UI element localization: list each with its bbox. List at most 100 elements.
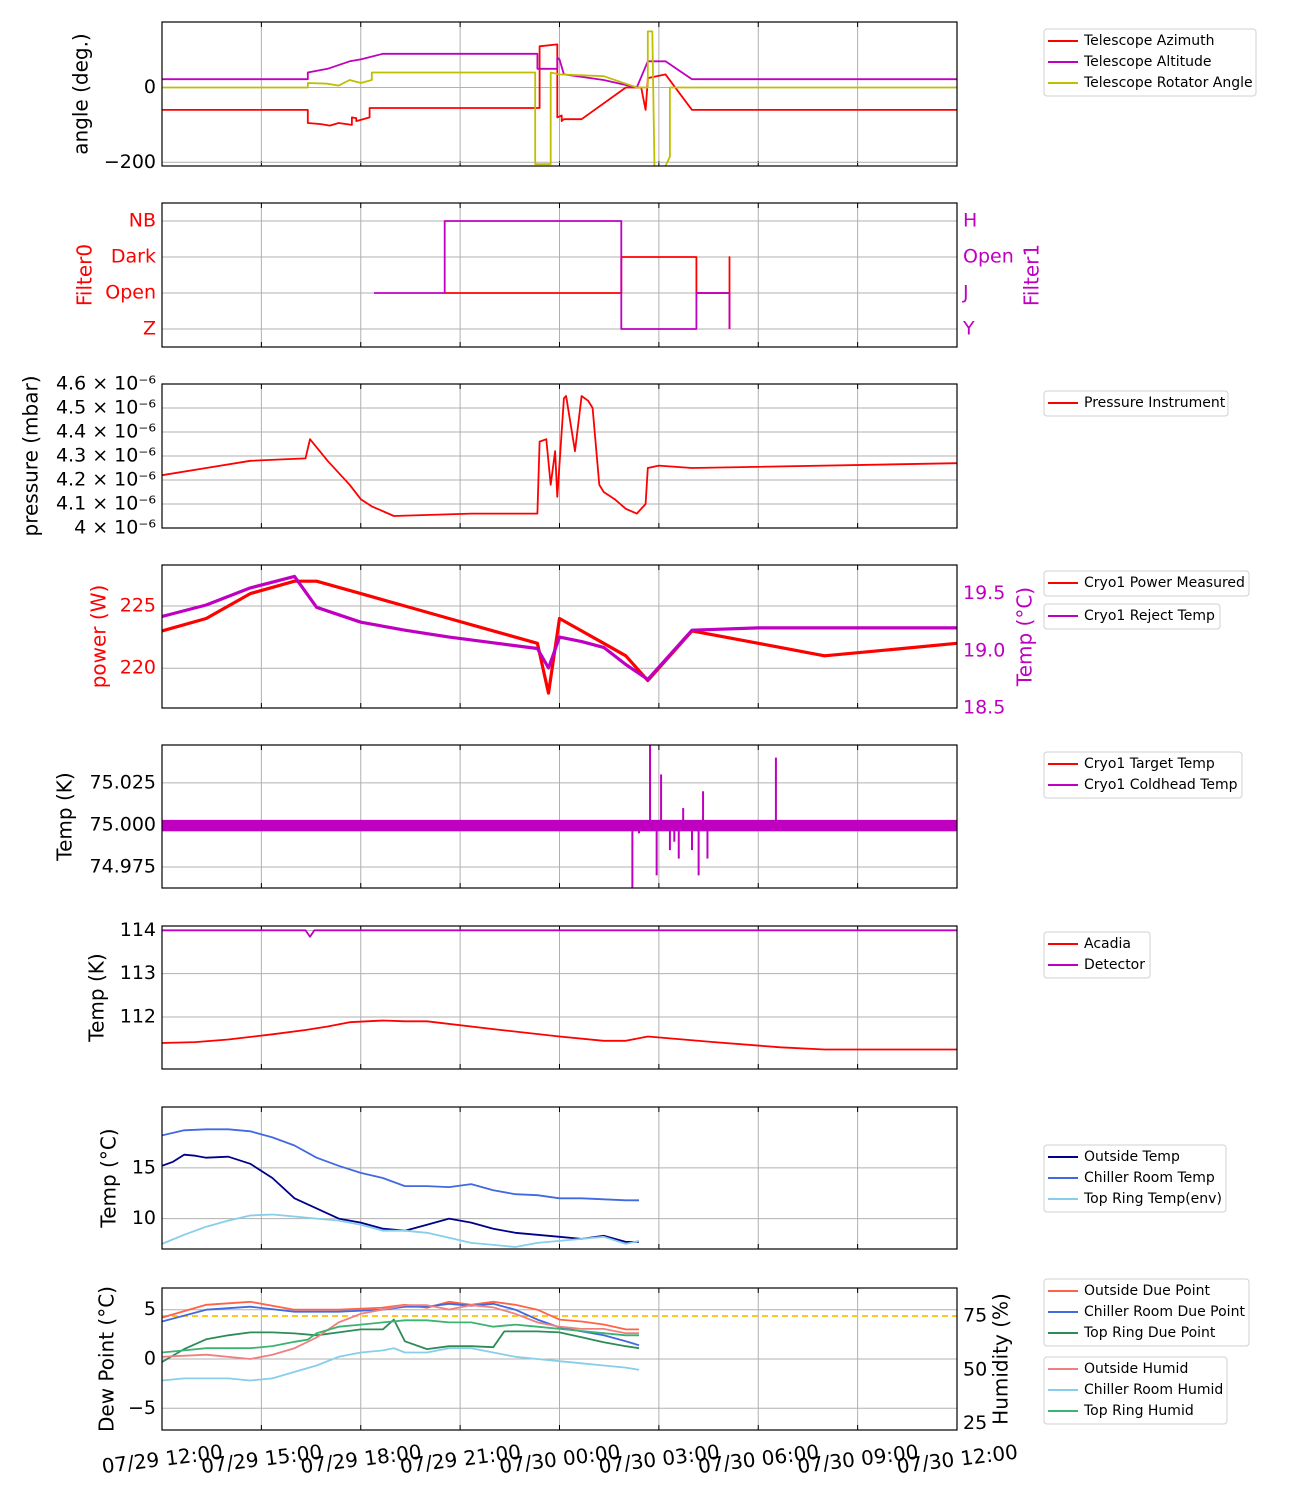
legend: Outside Due Point Chiller Room Due Point T… [1043,1278,1250,1347]
y-axis-label: Temp (°C) [97,1128,121,1228]
series-line [162,1300,639,1331]
panel-p6: 112 113 114 Temp (K) Acadia Detector [85,919,1151,1070]
y-tick-label: 15 [132,1156,156,1178]
legend-frame [1043,1356,1228,1425]
y-tick-label: 4.5 × 10⁻⁶ [56,397,156,419]
plot-area [374,220,731,330]
y-tick-label: 4.1 × 10⁻⁶ [56,493,156,515]
y-tick-label: Z [143,318,156,340]
y-tick-label: 0 [144,76,156,98]
axes-frame [161,383,958,529]
series-line [162,1347,640,1382]
legend-label: Telescope Rotator Angle [1083,75,1253,91]
legend-label: Cryo1 Reject Temp [1084,608,1215,624]
y2-axis-label: Filter1 [1020,244,1044,306]
y-tick-label: Open [105,282,156,304]
axes-frame [161,202,958,348]
legend-label: Detector [1084,957,1145,973]
legend-frame [1043,751,1243,799]
y-axis-label: angle (deg.) [69,33,93,155]
legend-label: Chiller Room Due Point [1084,1304,1245,1320]
axes-frame [161,21,958,167]
legend-label: Telescope Azimuth [1083,33,1214,49]
legend-label: Cryo1 Power Measured [1084,575,1245,591]
series-line [162,1128,639,1202]
legend-label: Outside Due Point [1084,1283,1211,1299]
series-line [162,1319,639,1354]
y2-tick-label: J [962,282,969,304]
y2-tick-label: 19.5 [963,582,1005,604]
y-tick-label: 75.000 [90,813,156,835]
series-line [162,43,957,127]
plot-area [162,1128,640,1248]
y-tick-label: 112 [120,1006,156,1028]
y-tick-label: NB [129,210,156,232]
y-tick-label: 4.6 × 10⁻⁶ [56,373,156,395]
y-tick-label: 75.025 [90,771,156,793]
y-tick-label: 4.4 × 10⁻⁶ [56,421,156,443]
series-line [162,1213,640,1248]
y-tick-label: −5 [128,1397,156,1419]
y-tick-label: 10 [132,1207,156,1229]
legend-label: Outside Temp [1084,1149,1180,1165]
legend: Cryo1 Power Measured [1043,570,1250,597]
y2-tick-label: 25 [963,1412,987,1434]
legend-label: Top Ring Humid [1083,1403,1194,1419]
legend-frame [1043,1144,1227,1213]
y2-tick-label: Open [963,246,1014,268]
y-tick-label: 4 × 10⁻⁶ [74,517,156,539]
plot-area [162,745,957,888]
legend-frame [1043,1278,1250,1347]
legend: Outside Temp Chiller Room Temp Top Ring Te… [1043,1144,1227,1213]
y-tick-label: 225 [120,595,156,617]
y-tick-label: Dark [111,246,156,268]
y-tick-label: 4.3 × 10⁻⁶ [56,445,156,467]
y2-tick-label: 18.5 [963,697,1005,719]
panel-p3: 4.6 × 10⁻⁶4.5 × 10⁻⁶4.4 × 10⁻⁶4.3 × 10⁻⁶… [19,373,1229,539]
legend: Outside Humid Chiller Room Humid Top Ring … [1043,1356,1228,1425]
y-tick-label: 4.2 × 10⁻⁶ [56,469,156,491]
legend: Pressure Instrument [1043,390,1229,417]
y2-tick-label: 50 [963,1358,987,1380]
y-axis-label: pressure (mbar) [19,375,43,536]
legend: Acadia Detector [1043,931,1151,979]
series-line [162,1318,640,1363]
legend-label: Top Ring Due Point [1083,1325,1216,1341]
plot-area [162,929,957,1051]
y-axis-label: Filter0 [73,244,97,306]
series-line [162,395,957,517]
y-axis-label: Temp (K) [53,772,77,861]
panel-p7: 10 15 Temp (°C) Outside Temp Chiller Room Te… [97,1106,1227,1250]
axes-frame [161,564,958,709]
y-tick-label: 113 [120,962,156,984]
y-axis-label: Temp (K) [85,953,109,1042]
y2-axis-label: Temp (°C) [1013,587,1037,687]
legend-label: Cryo1 Target Temp [1084,756,1215,772]
y2-tick-label: 75 [963,1304,987,1326]
series-line [162,1304,639,1360]
panel-p4: 220 225 18.5 19.0 19.5 power (W) Temp (°C) Cryo… [87,564,1250,719]
legend-label: Chiller Room Humid [1084,1382,1223,1398]
plot-area [162,30,957,166]
legend-frame [1043,28,1257,97]
y-axis-label: Dew Point (°C) [95,1286,119,1432]
axes-frame [161,1106,958,1250]
plot-area [162,1300,957,1382]
legend-frame [1043,390,1229,417]
plot-area [162,395,957,517]
panel-p8: −5 0 5 25 50 75 Dew Point (°C) Humidity (%) Outs… [95,1278,1250,1434]
y-tick-label: 5 [144,1298,156,1320]
legend: Telescope Azimuth Telescope Altitude Teles… [1043,28,1257,97]
y2-tick-label: H [963,210,977,232]
series-line [162,929,957,938]
series-line [374,220,731,330]
y-tick-label: 114 [120,919,156,941]
axes-frame [161,1287,958,1431]
series-line [162,574,957,682]
legend: Cryo1 Target Temp Cryo1 Coldhead Temp [1043,751,1243,799]
legend-frame [1043,570,1250,597]
series-line [162,52,957,89]
